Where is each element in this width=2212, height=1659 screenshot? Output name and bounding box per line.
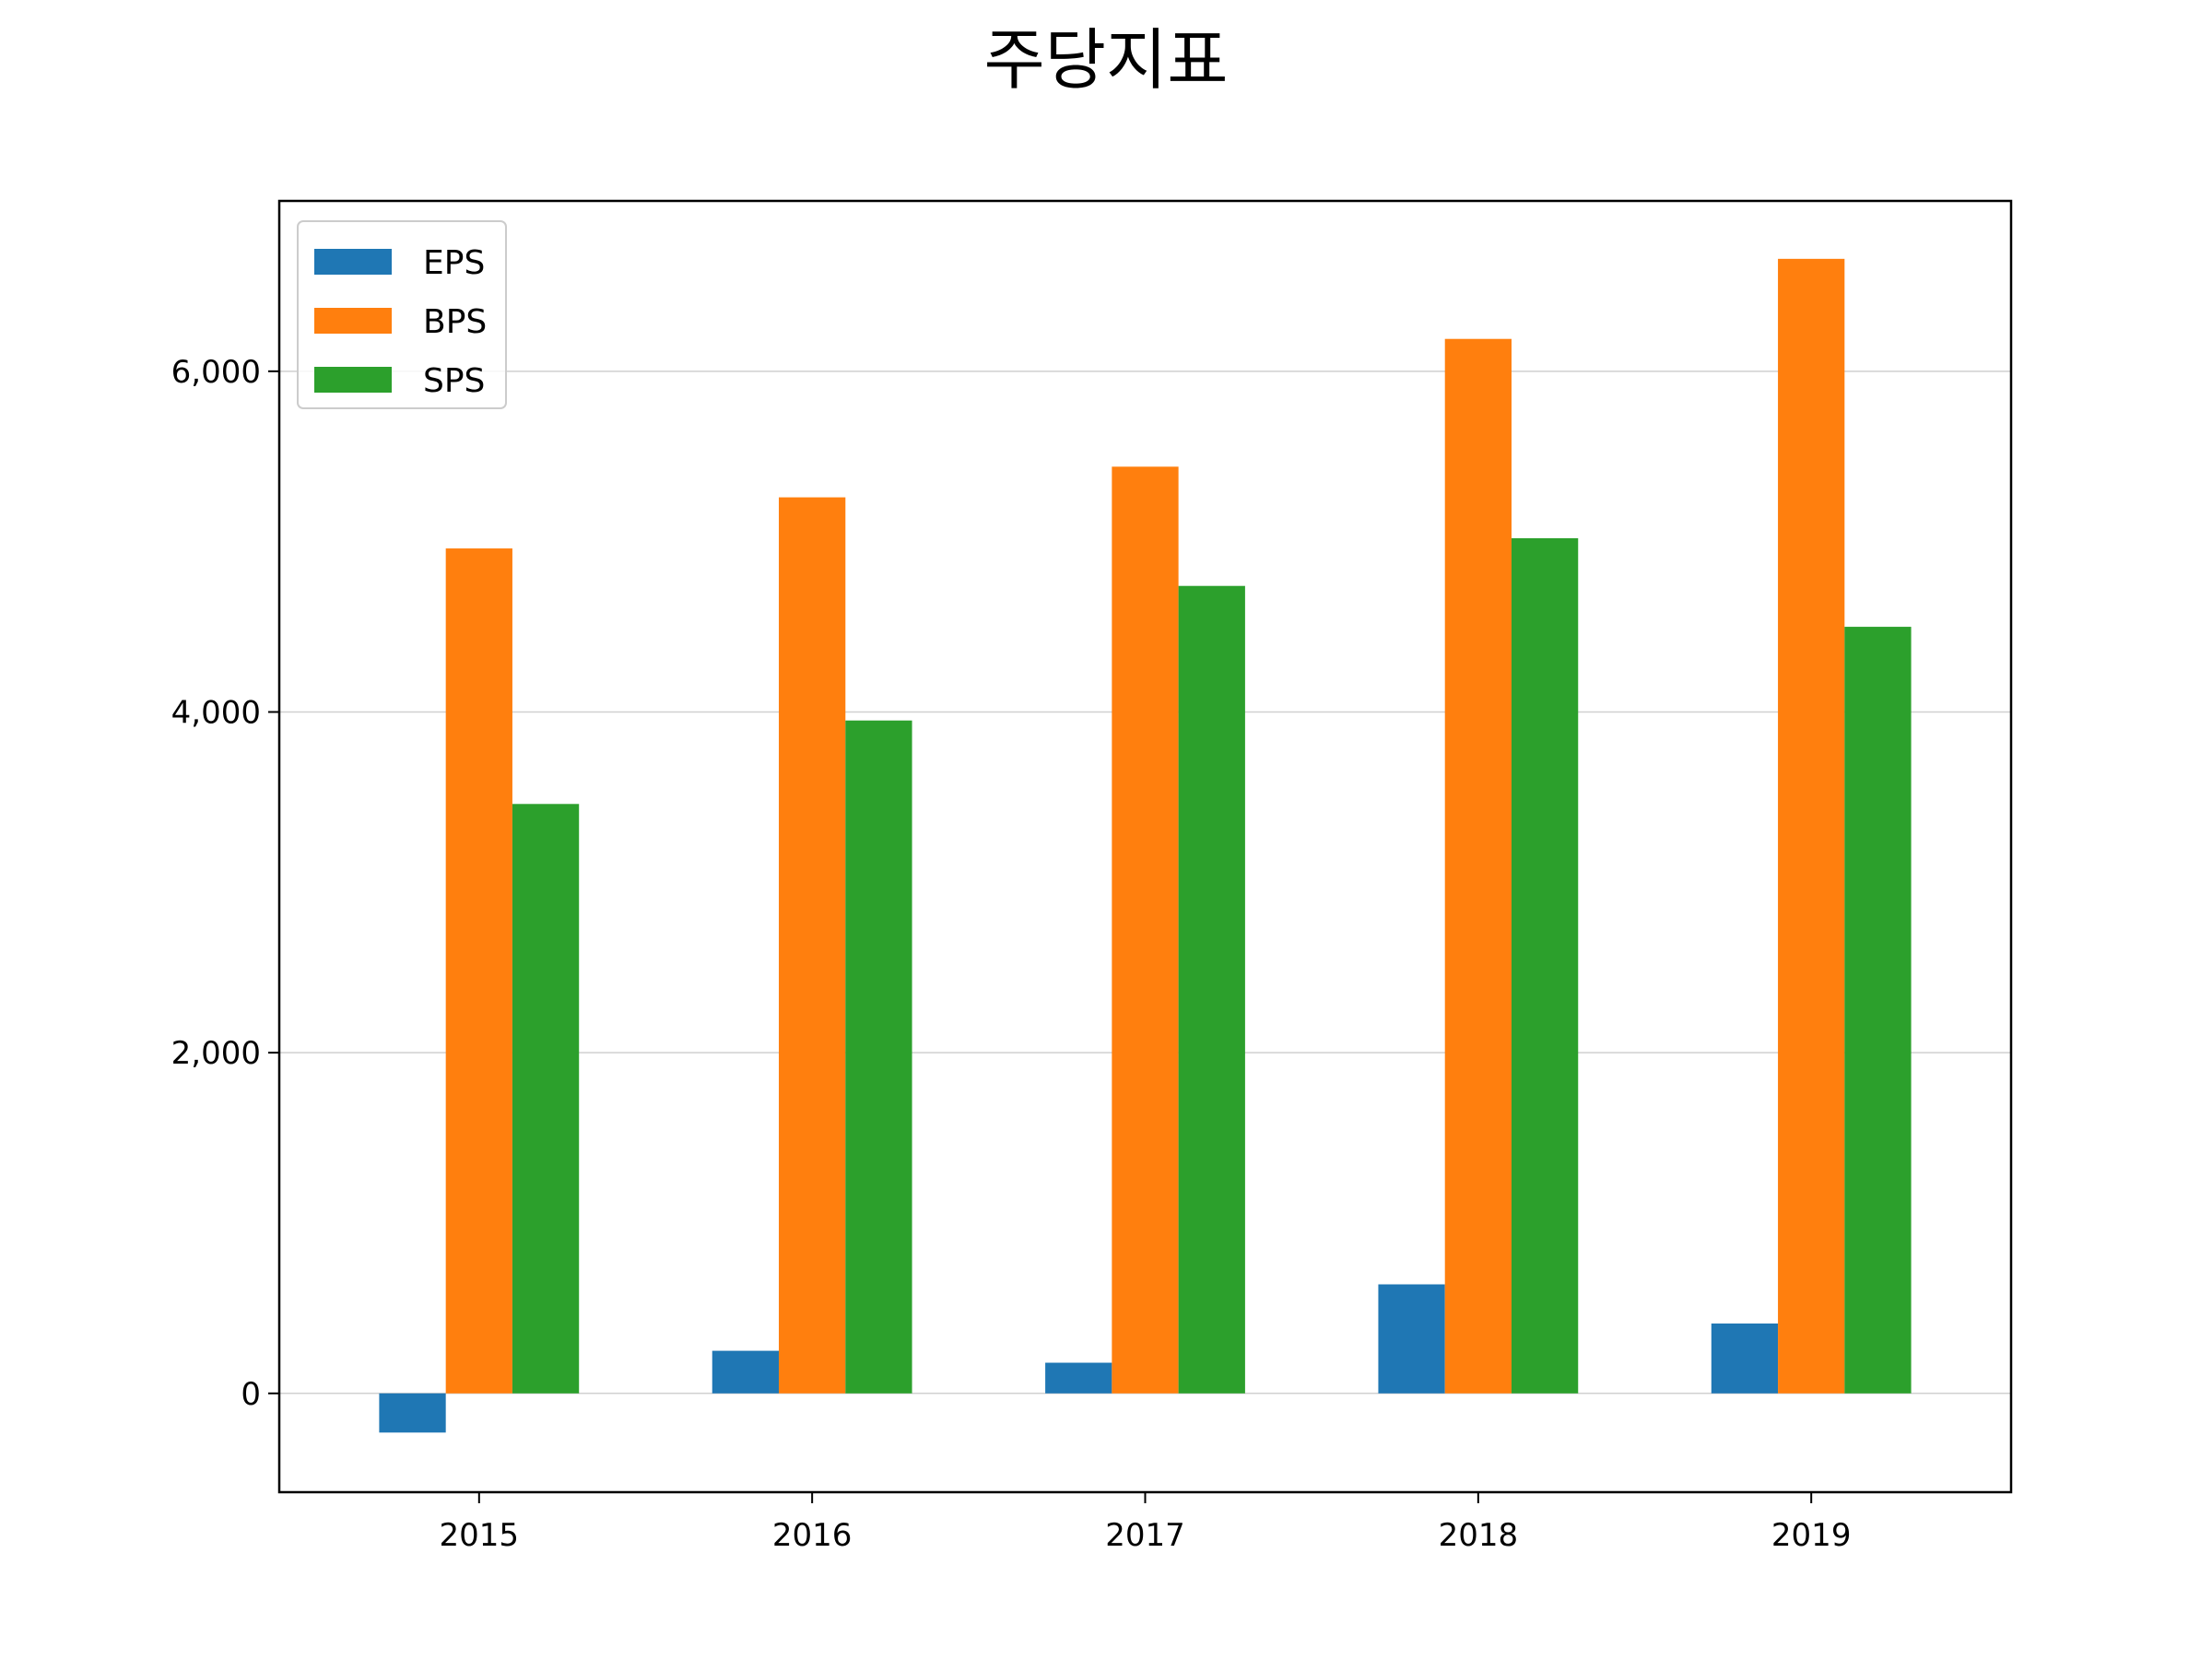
bar-eps: [379, 1393, 446, 1433]
bar-bps: [1444, 338, 1512, 1394]
bar-sps: [1178, 585, 1245, 1394]
y-axis: 0 2,000 4,000 6,000: [171, 354, 279, 1413]
bar-eps: [1045, 1362, 1112, 1394]
legend-label: SPS: [423, 362, 485, 400]
x-tick-label: 2019: [1771, 1517, 1852, 1554]
y-tick-label: 2,000: [171, 1035, 261, 1072]
bar-sps: [1844, 627, 1912, 1394]
legend-swatch: [314, 308, 392, 334]
bar-sps: [512, 804, 580, 1394]
bar-sps: [845, 720, 912, 1394]
bar-eps: [1711, 1324, 1779, 1394]
x-tick-label: 2016: [772, 1517, 853, 1554]
legend-label: BPS: [423, 303, 487, 341]
legend-swatch: [314, 367, 392, 393]
y-tick-label: 4,000: [171, 694, 261, 731]
bars: [379, 258, 1912, 1433]
bar-sps: [1511, 537, 1579, 1394]
y-tick-label: 0: [241, 1376, 261, 1413]
bar-eps: [712, 1350, 780, 1394]
x-tick-label: 2017: [1105, 1517, 1185, 1554]
legend: EPS BPS SPS: [297, 220, 507, 409]
bar-bps: [1778, 258, 1845, 1394]
bar-bps: [1112, 466, 1179, 1394]
legend-swatch: [314, 249, 392, 275]
x-axis: 2015 2016 2017 2018 2019: [440, 1492, 1852, 1554]
bar-eps: [1378, 1284, 1445, 1394]
x-tick-label: 2015: [440, 1517, 520, 1554]
legend-label: EPS: [423, 244, 485, 282]
bar-bps: [779, 497, 846, 1394]
y-tick-label: 6,000: [171, 354, 261, 391]
bar-bps: [445, 548, 512, 1394]
x-tick-label: 2018: [1439, 1517, 1519, 1554]
chart-title: 주당지표: [984, 21, 1229, 99]
